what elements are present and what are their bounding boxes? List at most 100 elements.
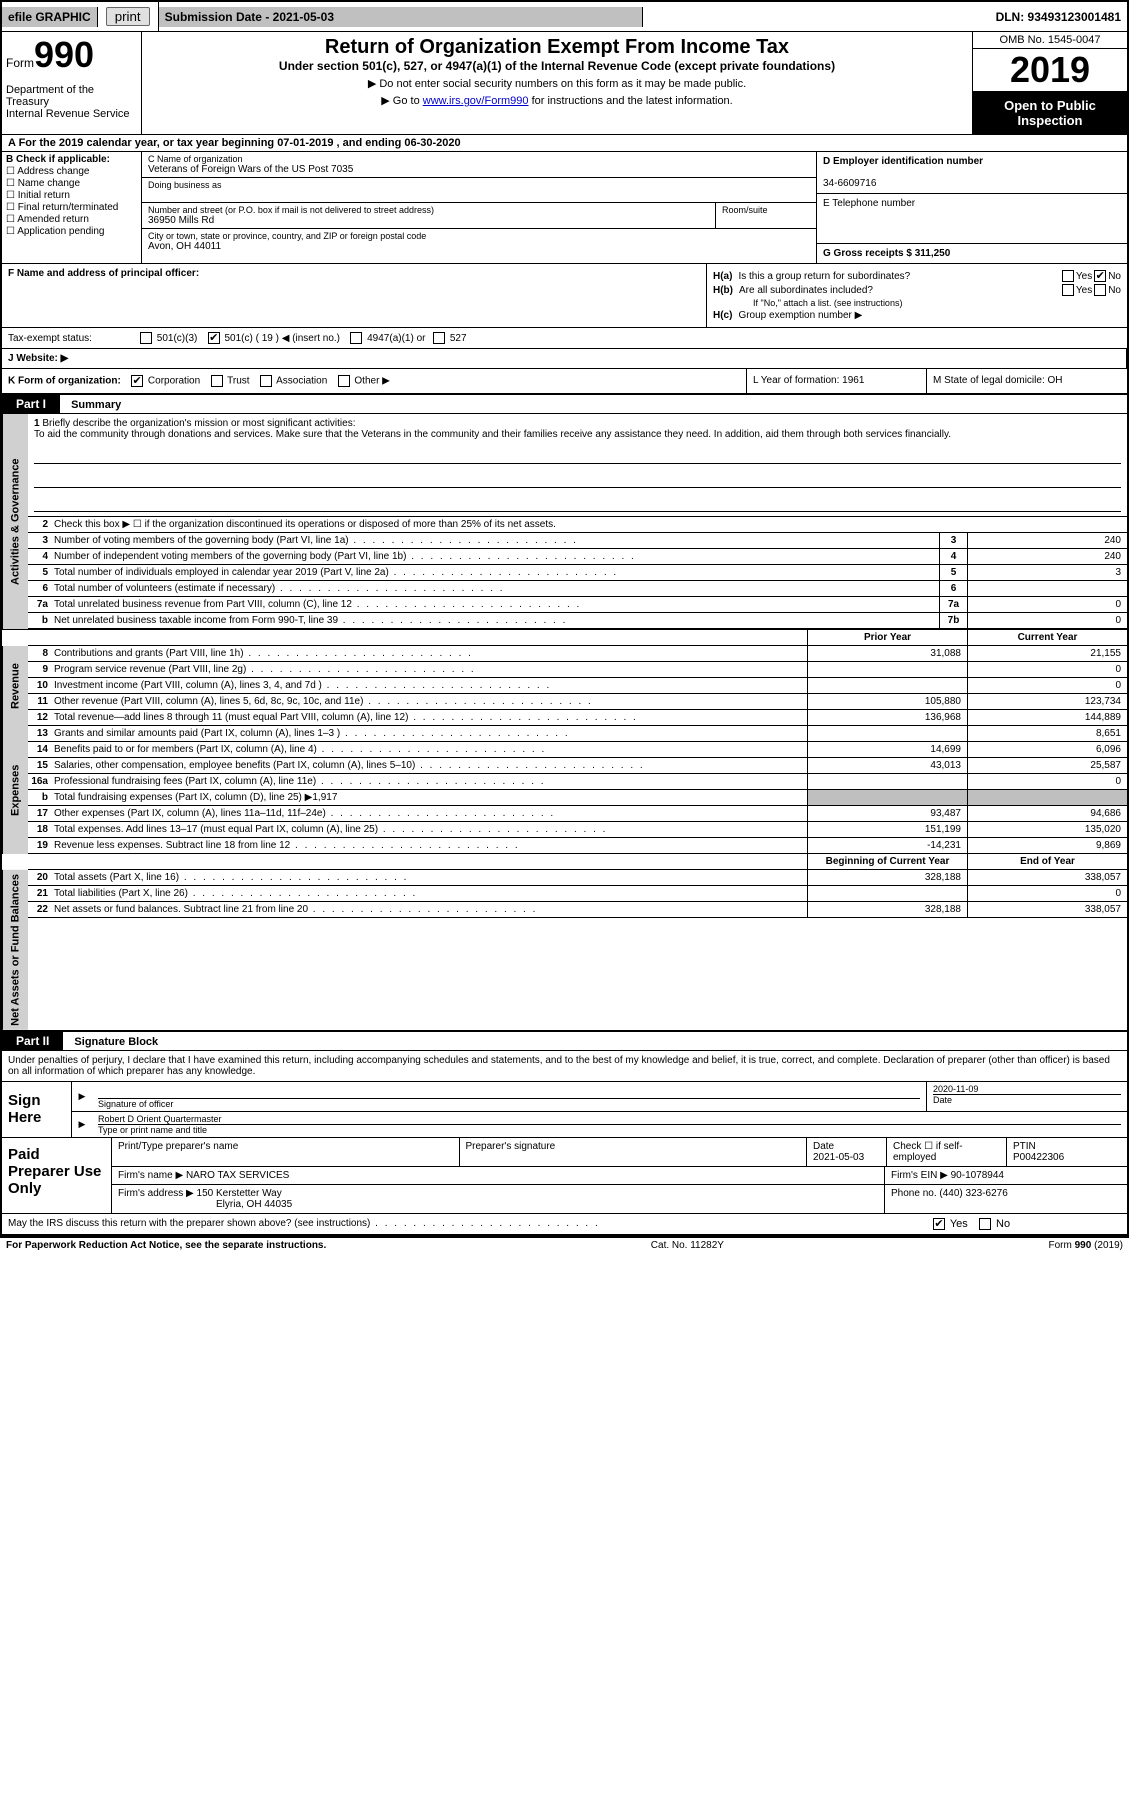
department: Department of the Treasury Internal Reve… xyxy=(6,84,137,120)
year-formation: L Year of formation: 1961 xyxy=(747,369,927,393)
ha-no-check[interactable] xyxy=(1094,270,1106,282)
chk-527[interactable] xyxy=(433,332,445,344)
hc-label: H(c) xyxy=(713,310,732,321)
open-public: Open to Public Inspection xyxy=(973,92,1127,134)
current-year-hdr: Current Year xyxy=(967,630,1127,645)
prior-year-hdr: Prior Year xyxy=(807,630,967,645)
activities-governance: Activities & Governance 1 Briefly descri… xyxy=(2,414,1127,629)
col-h: H(a) Is this a group return for subordin… xyxy=(707,264,1127,327)
firm-label: Firm's name ▶ xyxy=(118,1170,183,1181)
table-row: 11Other revenue (Part VIII, column (A), … xyxy=(28,694,1127,710)
chk-assoc[interactable] xyxy=(260,375,272,387)
note-ssn: ▶ Do not enter social security numbers o… xyxy=(146,77,968,90)
discuss-no[interactable] xyxy=(979,1218,991,1230)
form-title: Return of Organization Exempt From Incom… xyxy=(146,36,968,59)
hb-note: If "No," attach a list. (see instruction… xyxy=(713,298,1121,308)
state-domicile: M State of legal domicile: OH xyxy=(927,369,1127,393)
end-year-hdr: End of Year xyxy=(967,854,1127,869)
table-row: 13Grants and similar amounts paid (Part … xyxy=(28,726,1127,742)
dba-cell: Doing business as xyxy=(142,178,816,203)
chk-501c3[interactable] xyxy=(140,332,152,344)
form-prefix: Form xyxy=(6,56,34,70)
part1-tag: Part I xyxy=(2,395,60,413)
name-title-cell: Robert D Orient Quartermaster Type or pr… xyxy=(92,1112,1127,1137)
sig-date-cell: 2020-11-09 Date xyxy=(927,1082,1127,1111)
opt-4947: 4947(a)(1) or xyxy=(367,333,425,344)
declaration: Under penalties of perjury, I declare th… xyxy=(2,1051,1127,1081)
chk-501c[interactable] xyxy=(208,332,220,344)
discuss-row: May the IRS discuss this return with the… xyxy=(2,1213,1127,1235)
print-button[interactable]: print xyxy=(106,7,150,26)
part1-title: Summary xyxy=(63,397,129,413)
hb-no-check[interactable] xyxy=(1094,284,1106,296)
begin-year-hdr: Beginning of Current Year xyxy=(807,854,967,869)
chk-name[interactable]: ☐ Name change xyxy=(6,178,137,189)
form-num: 990 xyxy=(34,34,94,75)
no-label2: No xyxy=(1108,285,1121,296)
sig-officer-label: Signature of officer xyxy=(98,1098,920,1109)
vtab-netassets: Net Assets or Fund Balances xyxy=(2,870,28,1030)
efile-label: efile GRAPHIC xyxy=(2,7,98,27)
website-label: J Website: ▶ xyxy=(2,349,1127,368)
ptin-label: PTIN xyxy=(1013,1141,1036,1152)
chk-other[interactable] xyxy=(338,375,350,387)
opt-other: Other ▶ xyxy=(354,376,389,387)
table-row: 19Revenue less expenses. Subtract line 1… xyxy=(28,838,1127,854)
table-row: 4Number of independent voting members of… xyxy=(28,549,1127,565)
part2-title: Signature Block xyxy=(66,1034,166,1050)
chk-trust[interactable] xyxy=(211,375,223,387)
hb-yes-check[interactable] xyxy=(1062,284,1074,296)
submission-date: Submission Date - 2021-05-03 xyxy=(159,7,644,27)
instructions-link[interactable]: www.irs.gov/Form990 xyxy=(423,95,529,107)
pcol2: Preparer's signature xyxy=(460,1138,808,1166)
ein: 34-6609716 xyxy=(823,178,876,189)
e-label: E Telephone number xyxy=(823,198,915,209)
na-hdr-row: Beginning of Current Year End of Year xyxy=(2,854,1127,870)
chk-address[interactable]: ☐ Address change xyxy=(6,166,137,177)
ein-cell: D Employer identification number 34-6609… xyxy=(817,152,1127,194)
sign-fields: ▶ Signature of officer 2020-11-09 Date ▶… xyxy=(72,1082,1127,1137)
mission-text: To aid the community through donations a… xyxy=(34,429,951,440)
dba-label: Doing business as xyxy=(148,180,810,190)
chk-final[interactable]: ☐ Final return/terminated xyxy=(6,202,137,213)
ha-yes-check[interactable] xyxy=(1062,270,1074,282)
chk-initial[interactable]: ☐ Initial return xyxy=(6,190,137,201)
omb-number: OMB No. 1545-0047 xyxy=(973,32,1127,49)
revenue-hdr-row: Prior Year Current Year xyxy=(2,629,1127,646)
website-row: J Website: ▶ xyxy=(2,349,1127,369)
name-label: Type or print name and title xyxy=(98,1124,1121,1135)
discuss-yes[interactable] xyxy=(933,1218,945,1230)
chk-pending[interactable]: ☐ Application pending xyxy=(6,226,137,237)
yes-label2: Yes xyxy=(1076,285,1092,296)
table-row: 7aTotal unrelated business revenue from … xyxy=(28,597,1127,613)
chk-4947[interactable] xyxy=(350,332,362,344)
chk-amended[interactable]: ☐ Amended return xyxy=(6,214,137,225)
pcol4: Check ☐ if self-employed xyxy=(887,1138,1007,1166)
opt-corp: Corporation xyxy=(148,376,200,387)
ptin: P00422306 xyxy=(1013,1152,1064,1163)
pdate-label: Date xyxy=(813,1141,834,1152)
firm-phone-cell: Phone no. (440) 323-6276 xyxy=(885,1185,1127,1213)
entity-block: B Check if applicable: ☐ Address change … xyxy=(2,152,1127,264)
col-b-title: B Check if applicable: xyxy=(6,154,110,165)
expenses-section: Expenses 13Grants and similar amounts pa… xyxy=(2,726,1127,854)
table-row: 21Total liabilities (Part X, line 26)0 xyxy=(28,886,1127,902)
pcol1: Print/Type preparer's name xyxy=(112,1138,460,1166)
vtab-expenses: Expenses xyxy=(2,726,28,854)
room-label: Room/suite xyxy=(716,203,816,228)
part1-header: Part I Summary xyxy=(2,395,1127,414)
col-d: D Employer identification number 34-6609… xyxy=(817,152,1127,263)
table-row: 20Total assets (Part X, line 16)328,1883… xyxy=(28,870,1127,886)
line2-text: Check this box ▶ ☐ if the organization d… xyxy=(50,517,1127,532)
chk-corp[interactable] xyxy=(131,375,143,387)
table-row: 10Investment income (Part VIII, column (… xyxy=(28,678,1127,694)
yes-label: Yes xyxy=(1076,271,1092,282)
vtab-activities: Activities & Governance xyxy=(2,414,28,629)
revenue-section: Revenue 8Contributions and grants (Part … xyxy=(2,646,1127,726)
phone-cell: E Telephone number xyxy=(817,194,1127,244)
date-label: Date xyxy=(933,1094,1121,1105)
street-cell: Number and street (or P.O. box if mail i… xyxy=(142,203,716,228)
dln: DLN: 93493123001481 xyxy=(643,7,1127,27)
table-row: 3Number of voting members of the governi… xyxy=(28,533,1127,549)
gross-receipts: G Gross receipts $ 311,250 xyxy=(817,244,1127,263)
